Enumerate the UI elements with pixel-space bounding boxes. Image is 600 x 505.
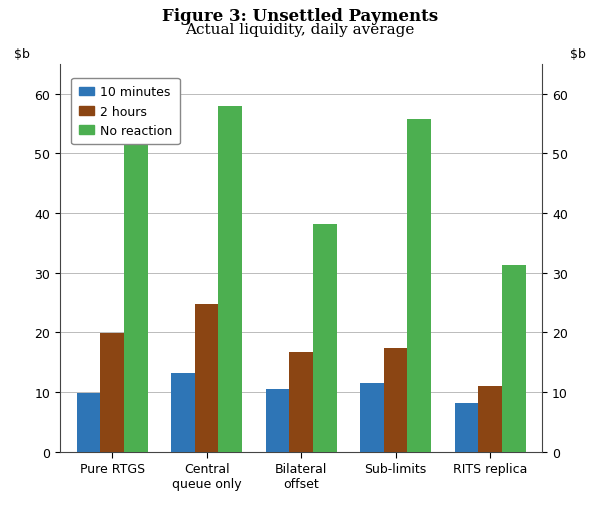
Bar bbox=[313, 224, 337, 451]
Bar bbox=[124, 129, 148, 451]
Text: Figure 3: Unsettled Payments: Figure 3: Unsettled Payments bbox=[162, 8, 438, 25]
Bar bbox=[478, 386, 502, 451]
Bar bbox=[384, 348, 407, 451]
Text: $b: $b bbox=[14, 48, 29, 61]
Bar bbox=[266, 389, 289, 451]
Bar bbox=[100, 334, 124, 451]
Bar bbox=[360, 383, 384, 451]
Text: Actual liquidity, daily average: Actual liquidity, daily average bbox=[185, 23, 415, 37]
Bar bbox=[502, 266, 526, 451]
Bar bbox=[195, 304, 218, 451]
Bar bbox=[171, 373, 195, 451]
Bar bbox=[77, 393, 100, 451]
Bar bbox=[407, 120, 431, 451]
Bar bbox=[218, 107, 242, 451]
Text: $b: $b bbox=[571, 48, 586, 61]
Legend: 10 minutes, 2 hours, No reaction: 10 minutes, 2 hours, No reaction bbox=[71, 79, 180, 145]
Bar bbox=[289, 352, 313, 451]
Bar bbox=[455, 403, 478, 451]
